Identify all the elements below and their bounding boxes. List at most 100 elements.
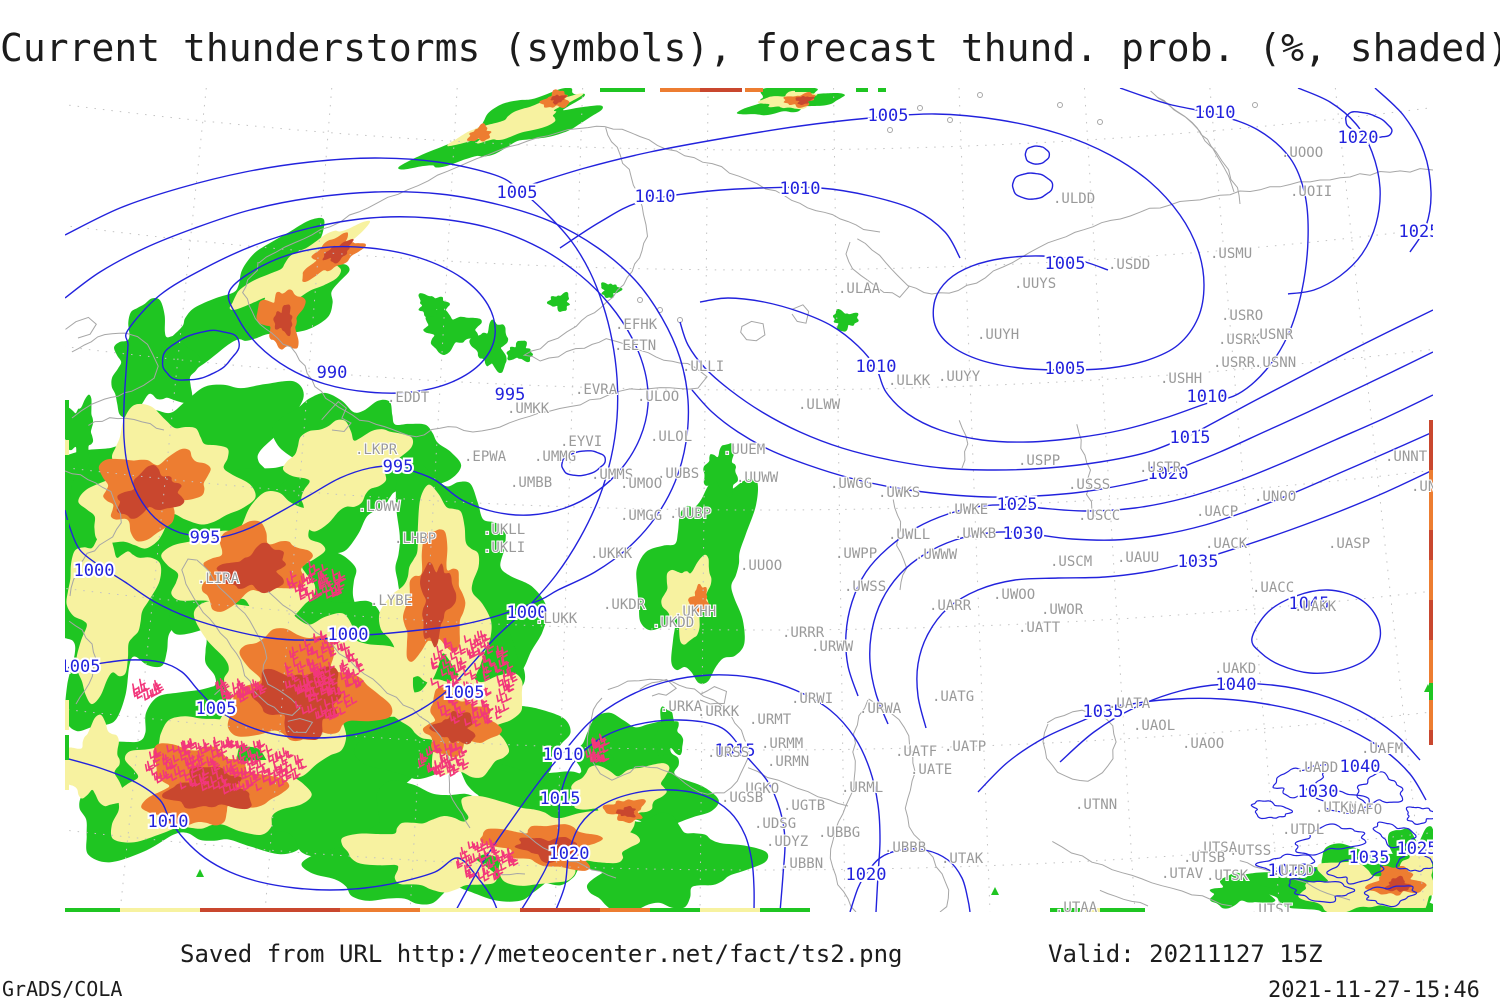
thunderstorm-icon: [219, 684, 227, 693]
terrain-contour: [1363, 885, 1418, 908]
station-label: .UTSS: [1229, 843, 1271, 859]
thunderstorm-icon: [594, 755, 601, 764]
station-label: .UATG: [932, 689, 974, 705]
isobar: [916, 469, 1433, 729]
isobar-value-label: 1020: [1148, 464, 1189, 484]
graticule-meridian: [1209, 88, 1281, 912]
thunderstorm-icon: [601, 745, 609, 754]
thunderstorm-icon: [294, 700, 302, 709]
station-label: .ULWW: [798, 397, 841, 413]
thunderstorm-icon: [321, 654, 329, 663]
station-label: .UWSS: [844, 579, 886, 595]
station-label: .UMKK: [507, 401, 550, 417]
station-label: .USMU: [1210, 246, 1252, 262]
thunderstorm-icon: [477, 871, 485, 880]
isobar-value-label: 1025: [1397, 839, 1438, 859]
thunderstorm-icon: [190, 779, 198, 788]
edge-strip: [420, 908, 520, 912]
thunderstorm-icon: [268, 776, 276, 785]
thunderstorm-icon: [249, 751, 257, 760]
thunderstorm-icon: [500, 657, 508, 666]
thunderstorm-icon: [225, 756, 233, 765]
thunderstorm-icon: [266, 768, 274, 777]
thunderstorm-icon: [432, 661, 439, 670]
thunderstorm-icon: [449, 652, 457, 661]
shading-red: [273, 304, 293, 337]
graticule-meridian: [699, 88, 709, 912]
station-label: .URSS: [707, 745, 749, 761]
shading-yellow: [282, 419, 414, 532]
thunderstorm-icon: [332, 637, 340, 646]
coastline: [1239, 860, 1351, 901]
thunderstorm-icon: [289, 570, 297, 579]
coastline: [267, 591, 471, 829]
valid-time: Valid: 20211127 15Z: [1048, 940, 1323, 968]
thunderstorm-icon: [592, 751, 599, 760]
island: [647, 322, 653, 328]
station-label: .EPWA: [464, 449, 507, 465]
station-label: .URWI: [791, 691, 833, 707]
station-label: .UBBG: [818, 825, 860, 841]
thunderstorm-icon: [220, 746, 228, 755]
station-label: .UAOO: [1182, 736, 1224, 752]
thunderstorm-icon: [308, 682, 316, 691]
station-label: .UWKS: [878, 485, 920, 501]
thunderstorm-icon: [319, 632, 327, 641]
coastline: [740, 320, 766, 342]
thunderstorm-icon: [286, 577, 294, 586]
thunderstorm-icon: [591, 737, 599, 746]
isobar-value-label: 1010: [543, 745, 584, 765]
thunderstorm-icon: [325, 704, 333, 713]
thunderstorm-icon: [288, 680, 296, 689]
edge-strip: [65, 520, 69, 545]
thunderstorm-icon: [284, 662, 292, 671]
thunderstorm-icon: [464, 697, 472, 706]
edge-strip: [1100, 908, 1145, 912]
thunderstorm-icon: [231, 767, 239, 776]
thunderstorm-icon: [215, 772, 223, 781]
station-label: .UADD: [1296, 760, 1338, 776]
thunderstorm-icon: [155, 771, 163, 780]
island: [977, 92, 983, 98]
station-label: .UTAA: [1055, 900, 1098, 916]
thunderstorm-icon: [459, 852, 467, 861]
station-label: .LYBE: [370, 593, 412, 609]
edge-strip: [650, 908, 700, 912]
island: [917, 105, 923, 111]
thunderstorm-icon: [228, 783, 236, 792]
station-label: .URKA: [660, 699, 703, 715]
thunderstorm-icon: [345, 670, 353, 679]
edge-strip: [65, 908, 120, 912]
station-label: .UWKB: [954, 526, 996, 542]
thunderstorm-icon: [474, 719, 481, 728]
thunderstorm-icon: [444, 656, 451, 665]
thunderstorm-icon: [462, 687, 470, 696]
thunderstorm-symbol-cluster: [456, 838, 519, 882]
thunderstorm-icon: [483, 633, 491, 642]
station-label: .UUBS: [657, 466, 699, 482]
station-label: .UAKK: [1294, 599, 1337, 615]
thunderstorm-icon: [337, 580, 345, 589]
thunderstorm-icon: [329, 709, 337, 718]
isobar-value-label: 1035: [1349, 848, 1390, 868]
station-label: .UTAV: [1161, 866, 1204, 882]
thunderstorm-icon: [324, 576, 332, 585]
thunderstorm-icon: [298, 592, 306, 601]
thunderstorm-icon: [179, 781, 187, 790]
thunderstorm-icon: [245, 779, 253, 788]
edge-strip: [1429, 420, 1433, 470]
isobar-value-label: 1010: [148, 812, 189, 832]
thunderstorm-icon: [352, 676, 359, 685]
thunderstorm-icon: [343, 690, 350, 699]
isobar: [1251, 589, 1382, 674]
thunderstorm-icon: [501, 650, 508, 659]
thunderstorm-icon: [485, 840, 493, 849]
thunderstorm-icon: [132, 687, 140, 696]
shading-yellow: [661, 554, 712, 645]
thunderstorm-icon: [226, 690, 234, 699]
thunderstorm-icon: [421, 753, 429, 762]
thunderstorm-icon: [593, 741, 601, 750]
thunderstorm-icon: [500, 695, 507, 704]
